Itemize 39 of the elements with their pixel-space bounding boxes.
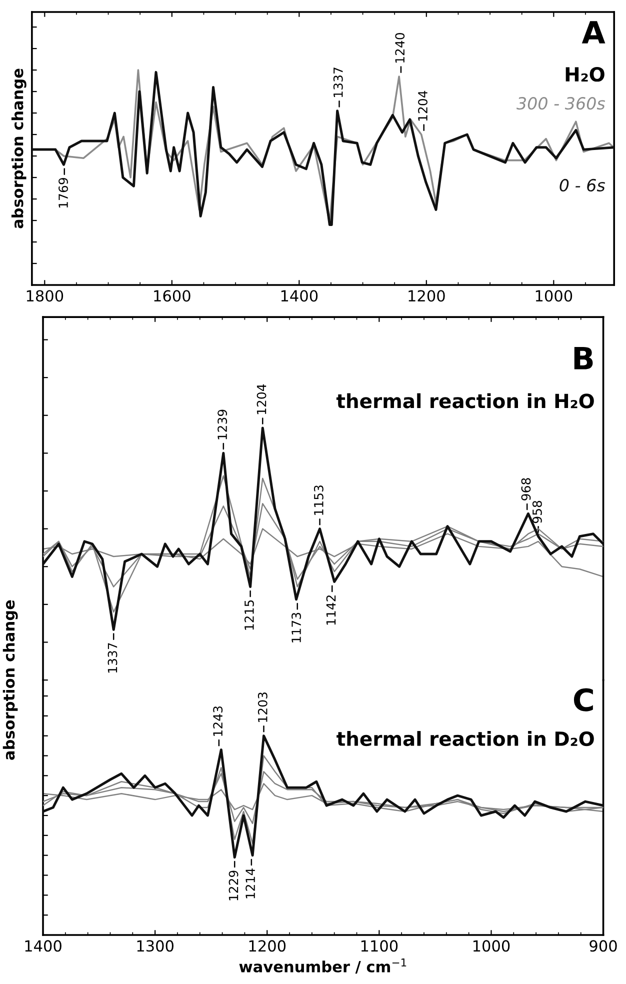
x-tick-label: 1600 (154, 290, 190, 302)
x-tick-label: 1300 (137, 940, 174, 952)
x-axis-title: wavenumber / cm$^{−1}$ (239, 958, 406, 974)
x-tick-label: 1800 (26, 290, 64, 302)
chart-subtitle: thermal reaction in D₂O (336, 731, 594, 746)
annotation: 1337 (333, 68, 343, 97)
x-tick-label: 1000 (473, 940, 510, 952)
annotation: 1239 (218, 410, 228, 440)
x-tick-label: 1400 (25, 940, 62, 952)
annotation: 1173 (292, 612, 301, 642)
annotation: 1215 (244, 600, 254, 630)
series-label: 300 - 360s (516, 97, 606, 110)
annotation: 1204 (418, 90, 428, 121)
x-tick-label: 1200 (408, 290, 445, 302)
x-tick-label: 1100 (361, 940, 398, 952)
annotation: 1142 (326, 595, 336, 625)
annotation: 1337 (108, 643, 118, 673)
annotation: 1769 (58, 178, 68, 208)
annotation: 1153 (314, 485, 324, 515)
annotation: 958 (532, 500, 542, 524)
chart-title: A (582, 21, 606, 44)
y-axis-title: absorption change (11, 68, 26, 228)
chart-title: C (574, 688, 593, 712)
chart-subtitle: thermal reaction in H₂O (336, 393, 594, 408)
x-tick-label: 1400 (281, 290, 318, 302)
annotation: 968 (521, 478, 531, 500)
annotation: 1214 (246, 868, 255, 898)
annotation: 1243 (213, 706, 223, 736)
chart-title: B (574, 347, 593, 370)
x-tick-label: 1000 (536, 290, 572, 302)
x-tick-label: 900 (590, 940, 617, 952)
y-axis-title: absorption change (2, 600, 18, 760)
annotation: 1204 (256, 384, 266, 414)
annotation: 1240 (395, 33, 405, 63)
annotation: 1203 (258, 692, 268, 722)
series-label: 0 - 6s (560, 178, 606, 192)
annotation: 1229 (228, 870, 238, 900)
chart-subtitle: H₂O (566, 66, 604, 82)
x-tick-label: 1200 (249, 940, 286, 952)
